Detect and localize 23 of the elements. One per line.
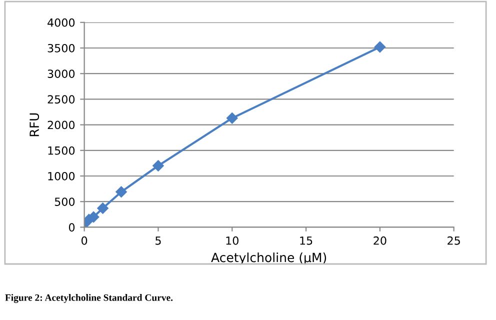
x-tick-label: 5 bbox=[156, 236, 161, 245]
x-tick-label: 25 bbox=[448, 236, 460, 245]
y-tick-label: 2500 bbox=[48, 95, 75, 104]
point bbox=[226, 112, 238, 124]
x-axis-title: Acetylcholine (µM) bbox=[211, 252, 326, 265]
x-tick-label: 15 bbox=[300, 236, 312, 245]
y-tick-label: 1000 bbox=[48, 172, 75, 180]
caption: Figure 2: Acetylcholine Standard Curve. bbox=[5, 294, 173, 303]
x-tick-label: 20 bbox=[374, 236, 386, 245]
y-tick-label: 3000 bbox=[48, 70, 75, 78]
point bbox=[374, 41, 386, 53]
x-tick-label: 10 bbox=[226, 236, 238, 245]
point bbox=[97, 202, 108, 214]
y-tick-label: 500 bbox=[54, 198, 75, 206]
y-tick-label: 0 bbox=[68, 223, 75, 232]
y-tick-label: 3500 bbox=[48, 44, 75, 52]
y-tick-label: 4000 bbox=[48, 18, 75, 27]
point bbox=[152, 160, 164, 172]
point bbox=[116, 186, 127, 198]
x-tick-label: 0 bbox=[82, 236, 88, 245]
y-axis-title: RFU bbox=[30, 113, 40, 136]
y-tick-label: 2000 bbox=[48, 120, 75, 130]
y-tick-label: 1500 bbox=[48, 146, 75, 155]
